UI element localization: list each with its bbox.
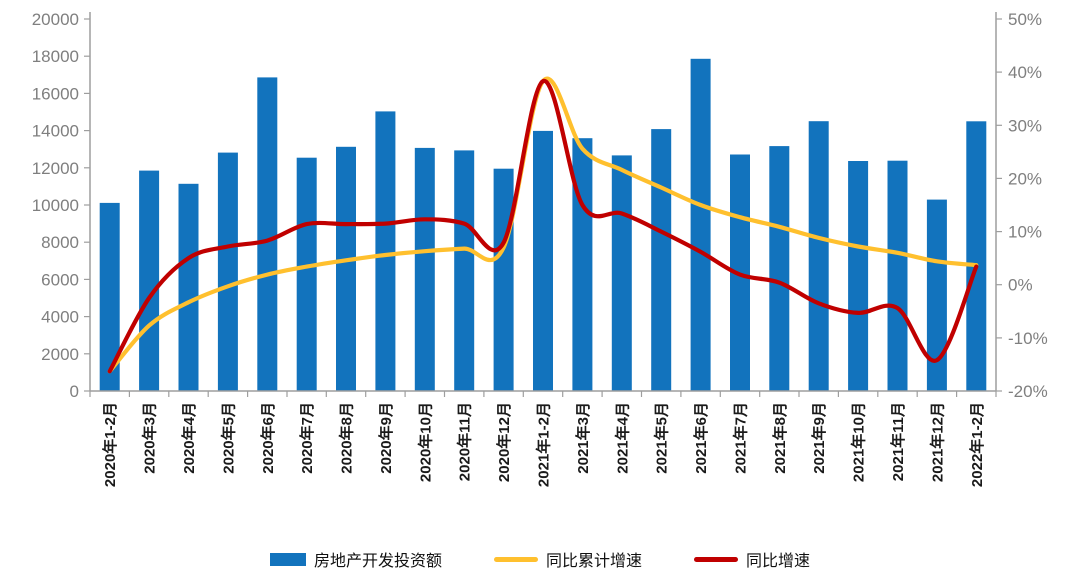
bar: [966, 121, 987, 392]
right-axis-tick-label: 30%: [1008, 116, 1042, 135]
left-axis-tick-label: 0: [70, 382, 79, 401]
right-axis-tick-label: 10%: [1008, 223, 1042, 242]
yoy-growth-line-swatch: [694, 556, 738, 562]
left-axis-tick-label: 2000: [41, 345, 79, 364]
bar: [769, 146, 790, 391]
legend-item-cumulative-growth: 同比累计增速: [493, 547, 642, 571]
bar: [572, 138, 593, 391]
x-axis-category-label: 2021年1-2月: [535, 402, 553, 487]
x-axis-category-label: 2021年3月: [574, 402, 592, 474]
x-axis-category-label: 2021年4月: [613, 402, 631, 474]
bar: [217, 152, 238, 391]
x-axis-category-label: 2021年9月: [810, 402, 828, 474]
bar: [99, 202, 120, 391]
bar: [375, 111, 396, 392]
right-axis-tick-label: -20%: [1008, 382, 1048, 401]
x-axis-category-label: 2020年7月: [298, 402, 316, 474]
bar: [296, 157, 317, 391]
x-axis-category-label: 2022年1-2月: [968, 402, 986, 487]
bar: [414, 147, 435, 391]
bar: [808, 121, 829, 391]
x-axis-category-label: 2021年11月: [889, 402, 907, 481]
right-axis-tick-label: -10%: [1008, 329, 1048, 348]
bar: [454, 150, 475, 391]
bar: [611, 155, 632, 391]
left-axis-tick-label: 16000: [32, 84, 79, 103]
bar: [178, 183, 199, 391]
x-axis-category-label: 2021年12月: [928, 402, 946, 482]
legend-label-yoy-growth: 同比增速: [746, 553, 811, 570]
right-axis-tick-label: 40%: [1008, 63, 1042, 82]
bar: [690, 58, 711, 392]
x-axis-category-label: 2021年5月: [653, 402, 671, 474]
left-axis-tick-label: 4000: [41, 308, 79, 327]
x-axis-category-label: 2021年6月: [692, 402, 710, 474]
left-axis-tick-label: 12000: [32, 159, 79, 178]
bar: [533, 130, 553, 391]
left-axis-tick-label: 20000: [32, 10, 79, 29]
left-axis-tick-label: 8000: [41, 233, 79, 252]
left-axis-tick-label: 10000: [32, 196, 79, 215]
left-axis-tick-label: 14000: [32, 122, 79, 141]
x-axis-category-label: 2020年4月: [180, 402, 198, 474]
x-axis-category-label: 2020年11月: [456, 402, 474, 481]
bar: [887, 160, 908, 391]
legend-item-investment: 房地产开发投资额: [269, 547, 442, 571]
right-axis-tick-label: 20%: [1008, 169, 1042, 188]
bar: [257, 77, 278, 392]
x-axis-category-label: 2020年9月: [377, 402, 395, 474]
x-axis-category-label: 2021年10月: [850, 402, 868, 482]
x-axis-category-label: 2020年12月: [495, 402, 513, 482]
x-axis-category-label: 2020年5月: [219, 402, 237, 474]
x-axis-category-label: 2020年6月: [259, 402, 277, 474]
bar: [336, 146, 356, 391]
x-axis-category-label: 2021年7月: [732, 402, 750, 474]
bar-swatch: [269, 552, 306, 566]
x-axis-category-label: 2020年3月: [141, 402, 159, 474]
bar: [926, 199, 947, 391]
right-axis-tick-label: 0%: [1008, 276, 1033, 295]
legend-item-yoy-growth: 同比增速: [694, 547, 810, 571]
x-axis-category-label: 2021年8月: [771, 402, 789, 474]
bar: [139, 170, 160, 391]
cumulative-growth-line-swatch: [493, 556, 538, 562]
yoy-growth-line: [107, 79, 979, 374]
legend: 房地产开发投资额 同比累计增速 同比增速: [0, 547, 1080, 571]
bar: [493, 168, 514, 391]
left-axis-tick-label: 18000: [32, 47, 79, 66]
bar: [848, 161, 869, 391]
legend-label-cumulative-growth: 同比累计增速: [545, 553, 642, 570]
bar: [651, 129, 672, 391]
x-axis-category-label: 2020年1-2月: [101, 402, 119, 487]
x-axis-category-label: 2020年8月: [338, 402, 356, 474]
right-axis-tick-label: 50%: [1008, 10, 1042, 29]
legend-label-investment: 房地产开发投资额: [313, 553, 442, 570]
left-axis-tick-label: 6000: [41, 270, 79, 289]
x-axis-category-label: 2020年10月: [416, 402, 434, 482]
